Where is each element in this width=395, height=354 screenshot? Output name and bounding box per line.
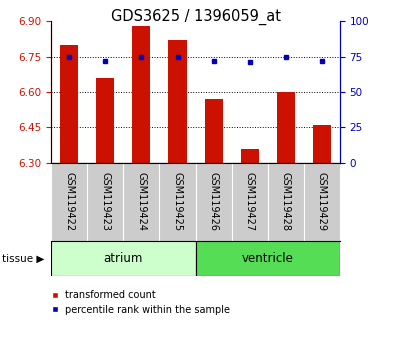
Text: atrium: atrium	[104, 252, 143, 265]
Text: GSM119428: GSM119428	[280, 172, 291, 231]
Bar	[196, 241, 340, 276]
Legend: transformed count, percentile rank within the sample: transformed count, percentile rank withi…	[48, 288, 232, 317]
Text: tissue ▶: tissue ▶	[2, 253, 44, 263]
Bar	[276, 92, 295, 163]
Text: GSM119427: GSM119427	[245, 172, 255, 232]
Bar	[205, 99, 222, 163]
Text: GSM119429: GSM119429	[317, 172, 327, 231]
Bar	[60, 45, 78, 163]
Text: GSM119422: GSM119422	[64, 172, 74, 232]
Text: GDS3625 / 1396059_at: GDS3625 / 1396059_at	[111, 9, 280, 25]
Bar	[132, 26, 150, 163]
Bar	[169, 40, 186, 163]
Text: GSM119423: GSM119423	[100, 172, 111, 231]
Text: GSM119425: GSM119425	[173, 172, 182, 232]
Text: GSM119426: GSM119426	[209, 172, 218, 231]
Text: GSM119424: GSM119424	[136, 172, 147, 231]
Bar	[51, 241, 196, 276]
Text: ventricle: ventricle	[242, 252, 293, 265]
Bar	[96, 78, 115, 163]
Bar	[241, 149, 259, 163]
Bar	[313, 125, 331, 163]
